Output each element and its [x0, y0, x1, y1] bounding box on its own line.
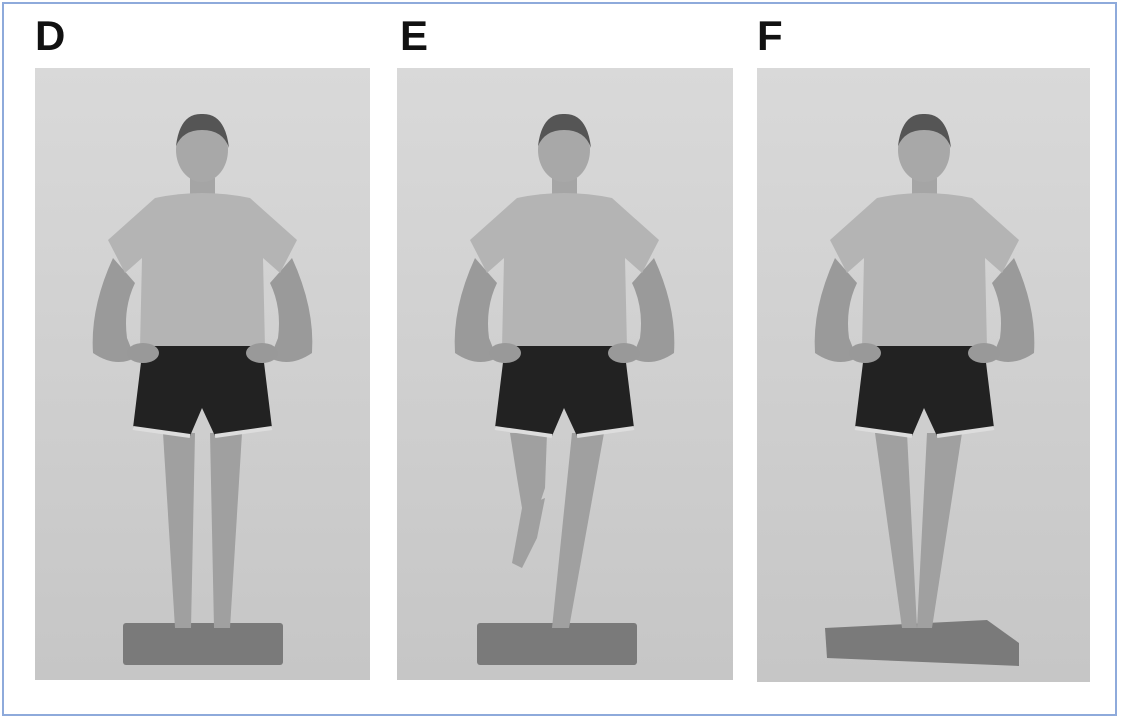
photo	[397, 68, 733, 680]
panel-label: F	[757, 12, 783, 60]
page: D E F	[0, 0, 1123, 722]
photo	[757, 68, 1090, 682]
panel-label: E	[400, 12, 428, 60]
panel-label: D	[35, 12, 65, 60]
photo	[35, 68, 370, 680]
